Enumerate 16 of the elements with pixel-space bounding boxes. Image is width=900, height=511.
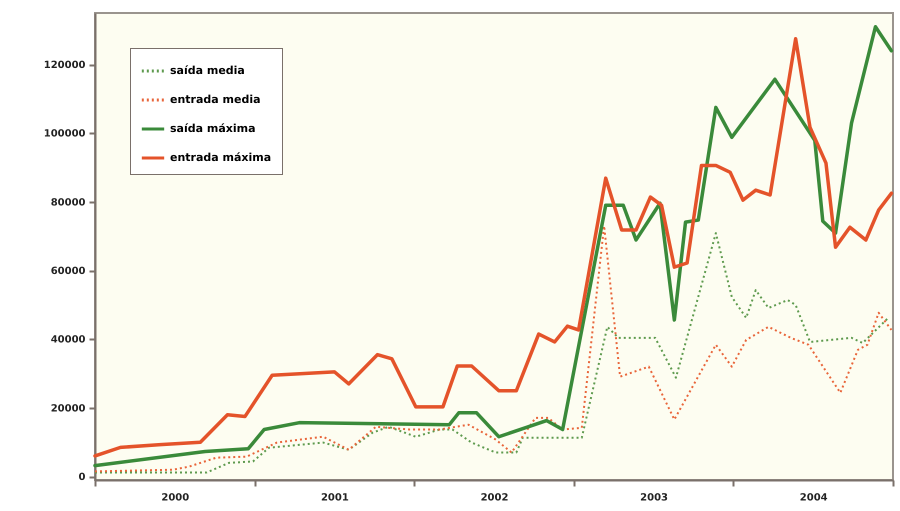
y-tick-label: 80000 <box>50 197 86 208</box>
y-tick-label: 0 <box>78 472 86 484</box>
x-tick-label: 2002 <box>480 492 508 504</box>
legend-label: saída máxima <box>170 122 256 135</box>
y-tick-label: 100000 <box>44 128 86 140</box>
y-tick-label: 120000 <box>44 60 86 72</box>
x-tick-label: 2001 <box>320 492 349 504</box>
legend-label: entrada máxima <box>170 151 272 164</box>
x-tick-label: 2000 <box>161 492 190 504</box>
legend-label: saída media <box>170 64 245 77</box>
y-tick-label: 40000 <box>50 334 86 346</box>
y-tick-label: 20000 <box>50 403 86 414</box>
x-tick-label: 2003 <box>640 492 668 504</box>
legend-label: entrada media <box>170 93 261 106</box>
x-tick-label: 2004 <box>800 492 828 504</box>
y-tick-label: 60000 <box>50 266 86 278</box>
